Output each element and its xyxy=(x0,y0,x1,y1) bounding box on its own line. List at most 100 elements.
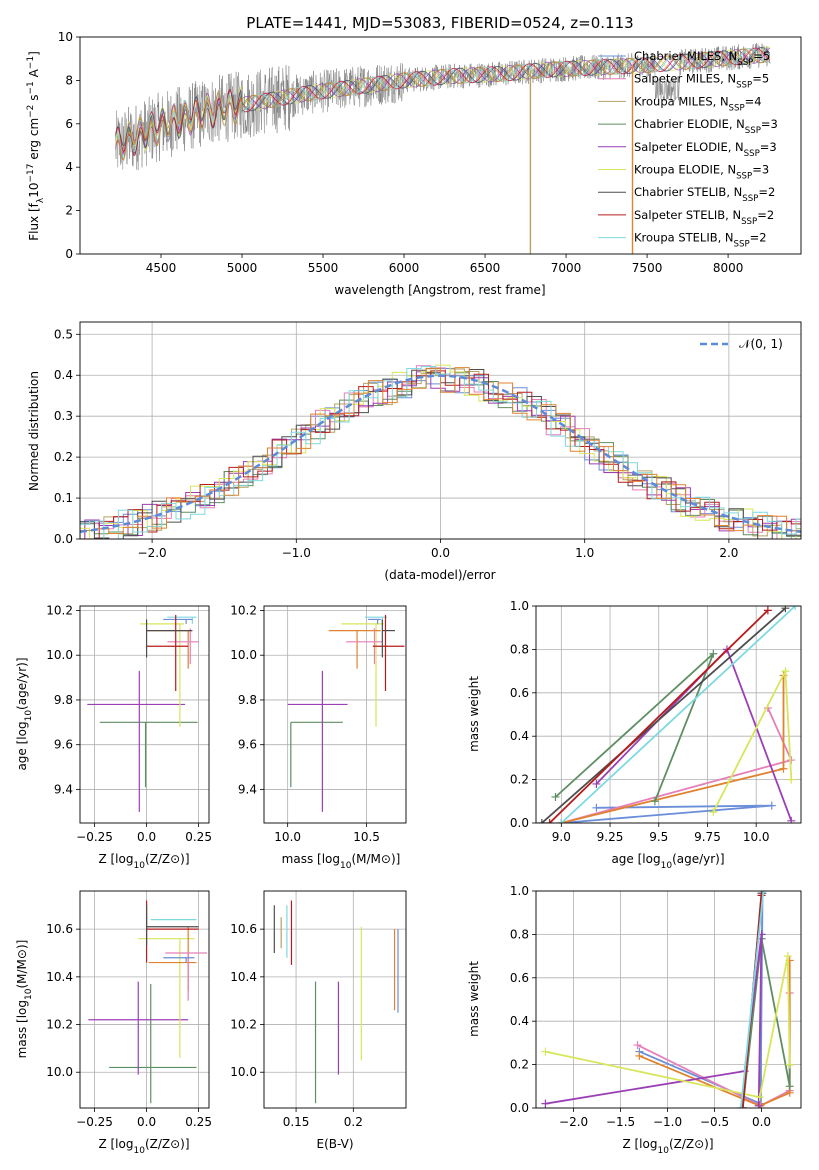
spectrum-xtick-label: 5000 xyxy=(227,261,258,275)
gaussian-curve xyxy=(80,374,801,534)
mass_vs_Z-ytick-label: 10.0 xyxy=(46,1065,73,1079)
age-vs-mass-xlabel: mass [log10(M/M⊙)] xyxy=(282,852,401,871)
mass_weight_vs_age-ytick-label: 0.2 xyxy=(510,773,529,787)
mass_weight_vs_Z-ytick-label: 0.4 xyxy=(510,1014,529,1028)
mass_vs_Z-ytick-label: 10.4 xyxy=(46,970,73,984)
mass_weight_vs_Z-point-marker xyxy=(541,1047,550,1056)
mass_weight_vs_Z-point-marker xyxy=(783,952,792,961)
mass_vs_ebv-ytick-label: 10.0 xyxy=(230,1065,257,1079)
weight-vs-age-ylabel: mass weight xyxy=(467,676,481,752)
spectrum-ytick-label: 10 xyxy=(58,30,73,44)
residuals-ytick-label: 0.5 xyxy=(54,327,73,341)
mass_weight_vs_age-point-marker xyxy=(779,764,788,773)
age_vs_mass-ytick-label: 9.6 xyxy=(238,738,257,752)
spectrum-model-line xyxy=(115,47,771,155)
mass_weight_vs_Z-point-marker xyxy=(785,1060,794,1069)
spectrum-plot-area xyxy=(115,42,771,254)
spectrum-legend-entry: Chabrier ELODIE, NSSP=3 xyxy=(634,117,778,136)
mass_weight_vs_Z-xtick-label: −2.0 xyxy=(559,1115,588,1129)
age_vs_mass-ytick-label: 9.4 xyxy=(238,782,257,796)
residuals-ytick-label: 0.4 xyxy=(54,368,73,382)
mass-vs-z-xlabel: Z [log10(Z/Z⊙)] xyxy=(98,1137,189,1156)
mass_vs_Z-axes-frame xyxy=(79,890,210,1109)
weight-vs-z-xlabel: Z [log10(Z/Z⊙)] xyxy=(622,1137,713,1156)
residuals-xtick-label: 2.0 xyxy=(719,546,738,560)
mass_weight_vs_age-xtick-label: 10.0 xyxy=(743,830,770,844)
age_vs_Z-xtick-label: 0.25 xyxy=(185,830,212,844)
weight-vs-z-ylabel: mass weight xyxy=(467,961,481,1037)
mass_weight_vs_age-ytick-label: 0.6 xyxy=(510,686,529,700)
age_vs_Z-plot-area xyxy=(87,614,199,812)
mass_weight_vs_age-xtick-label: 9.75 xyxy=(694,830,721,844)
residuals-legend-label: 𝒩(0, 1) xyxy=(739,337,783,351)
mass_weight_vs_age-point-marker xyxy=(551,792,560,801)
spectrum-model-line xyxy=(115,46,771,152)
mass_weight_vs_Z-ytick-label: 0.2 xyxy=(510,1058,529,1072)
spectrum-model-line xyxy=(115,48,771,160)
age_vs_Z-xtick-label: 0.0 xyxy=(137,830,156,844)
mass_vs_Z-xtick-label: 0.25 xyxy=(185,1115,212,1129)
mass_weight_vs_Z-point-marker xyxy=(757,891,766,900)
spectrum-xtick-label: 6000 xyxy=(389,261,420,275)
mass_weight_vs_age-point-marker xyxy=(709,649,718,658)
mass_weight_vs_age-xtick-label: 9.5 xyxy=(649,830,668,844)
mass_weight_vs_Z-point-marker xyxy=(736,1104,745,1108)
residuals-ytick-label: 0.0 xyxy=(54,532,73,546)
residuals-ylabel: Normed distribution xyxy=(27,371,41,491)
mass_weight_vs_age-series-line xyxy=(595,647,793,822)
mass_weight_vs_Z-xtick-label: −0.5 xyxy=(700,1115,729,1129)
mass-vs-z-ylabel: mass [log10(M/M⊙)] xyxy=(15,940,34,1059)
figure-title: PLATE=1441, MJD=53083, FIBERID=0524, z=0… xyxy=(246,14,633,32)
mass_weight_vs_Z-point-marker xyxy=(755,1093,764,1102)
mass_weight_vs_Z-point-marker xyxy=(759,891,768,895)
spectrum-axes-frame xyxy=(79,36,802,255)
mass_weight_vs_Z-xtick-label: 0.0 xyxy=(752,1115,771,1129)
mass_weight_vs_Z-point-marker xyxy=(541,1099,550,1108)
mass_weight_vs_Z-point-marker xyxy=(754,1101,763,1108)
mass_weight_vs_age-point-marker xyxy=(557,819,566,823)
spectrum-ytick-label: 4 xyxy=(65,160,73,174)
mass_weight_vs_Z-series-line xyxy=(637,993,791,1107)
mass_weight_vs_age-point-marker xyxy=(650,797,659,806)
mass_weight_vs_Z-point-marker xyxy=(635,1051,644,1060)
residuals-xtick-label: 1.0 xyxy=(575,546,594,560)
spectrum-legend-entry: Kroupa STELIB, NSSP=2 xyxy=(634,231,767,250)
mass_weight_vs_age-point-marker xyxy=(787,816,796,823)
spectrum-legend-entry: Salpeter STELIB, NSSP=2 xyxy=(634,208,774,227)
mass_weight_vs_age-xtick-label: 9.25 xyxy=(597,830,624,844)
mass_weight_vs_Z-plot-area xyxy=(541,891,794,1108)
age_vs_Z-ytick-label: 9.6 xyxy=(54,738,73,752)
mass_weight_vs_Z-axes-frame xyxy=(535,890,802,1109)
mass_weight_vs_age-plot-area xyxy=(537,606,800,823)
mass_weight_vs_age-ytick-label: 0.0 xyxy=(510,816,529,830)
mass_weight_vs_Z-ytick-label: 1.0 xyxy=(510,884,529,898)
mass_vs_ebv-ytick-label: 10.2 xyxy=(230,1018,257,1032)
mass_weight_vs_age-point-marker xyxy=(545,819,554,823)
residuals-axes-frame xyxy=(79,321,802,540)
residual-histogram-step xyxy=(80,370,801,539)
age_vs_Z-xtick-label: −0.25 xyxy=(76,830,113,844)
mass_weight_vs_Z-point-marker xyxy=(738,1104,747,1108)
spectrum-xtick-label: 6500 xyxy=(470,261,501,275)
mass_weight_vs_age-series-line xyxy=(560,606,796,823)
age_vs_Z-ytick-label: 10.2 xyxy=(46,603,73,617)
mass_vs_ebv-plot-area xyxy=(273,900,399,1104)
mass_weight_vs_Z-xtick-label: −1.0 xyxy=(653,1115,682,1129)
age-vs-z-ylabel: age [log10(age/yr)] xyxy=(15,657,34,770)
spectrum-xtick-label: 4500 xyxy=(146,261,177,275)
residuals-plot-area xyxy=(80,364,801,539)
age_vs_Z-ytick-label: 10.0 xyxy=(46,648,73,662)
spectrum-ytick-label: 0 xyxy=(65,247,73,261)
mass_weight_vs_Z-xtick-label: −1.5 xyxy=(606,1115,635,1129)
spectrum-model-line xyxy=(115,48,771,161)
mass_weight_vs_Z-ytick-label: 0.8 xyxy=(510,927,529,941)
spectrum-legend-entry: Chabrier MILES, NSSP=5 xyxy=(634,49,770,68)
age_vs_Z-axes-frame xyxy=(79,605,210,824)
spectrum-xlabel: wavelength [Angstrom, rest frame] xyxy=(334,283,545,297)
mass_vs_ebv-axes-frame xyxy=(263,890,407,1109)
mass_weight_vs_age-series-line xyxy=(554,653,715,802)
mass_weight_vs_age-series-line xyxy=(548,609,769,823)
mass_weight_vs_age-ytick-label: 0.4 xyxy=(510,729,529,743)
mass_vs_ebv-ytick-label: 10.4 xyxy=(230,970,257,984)
spectrum-ylabel: Flux [fλ10−17 erg cm−2 s−1 A−1] xyxy=(26,51,46,241)
